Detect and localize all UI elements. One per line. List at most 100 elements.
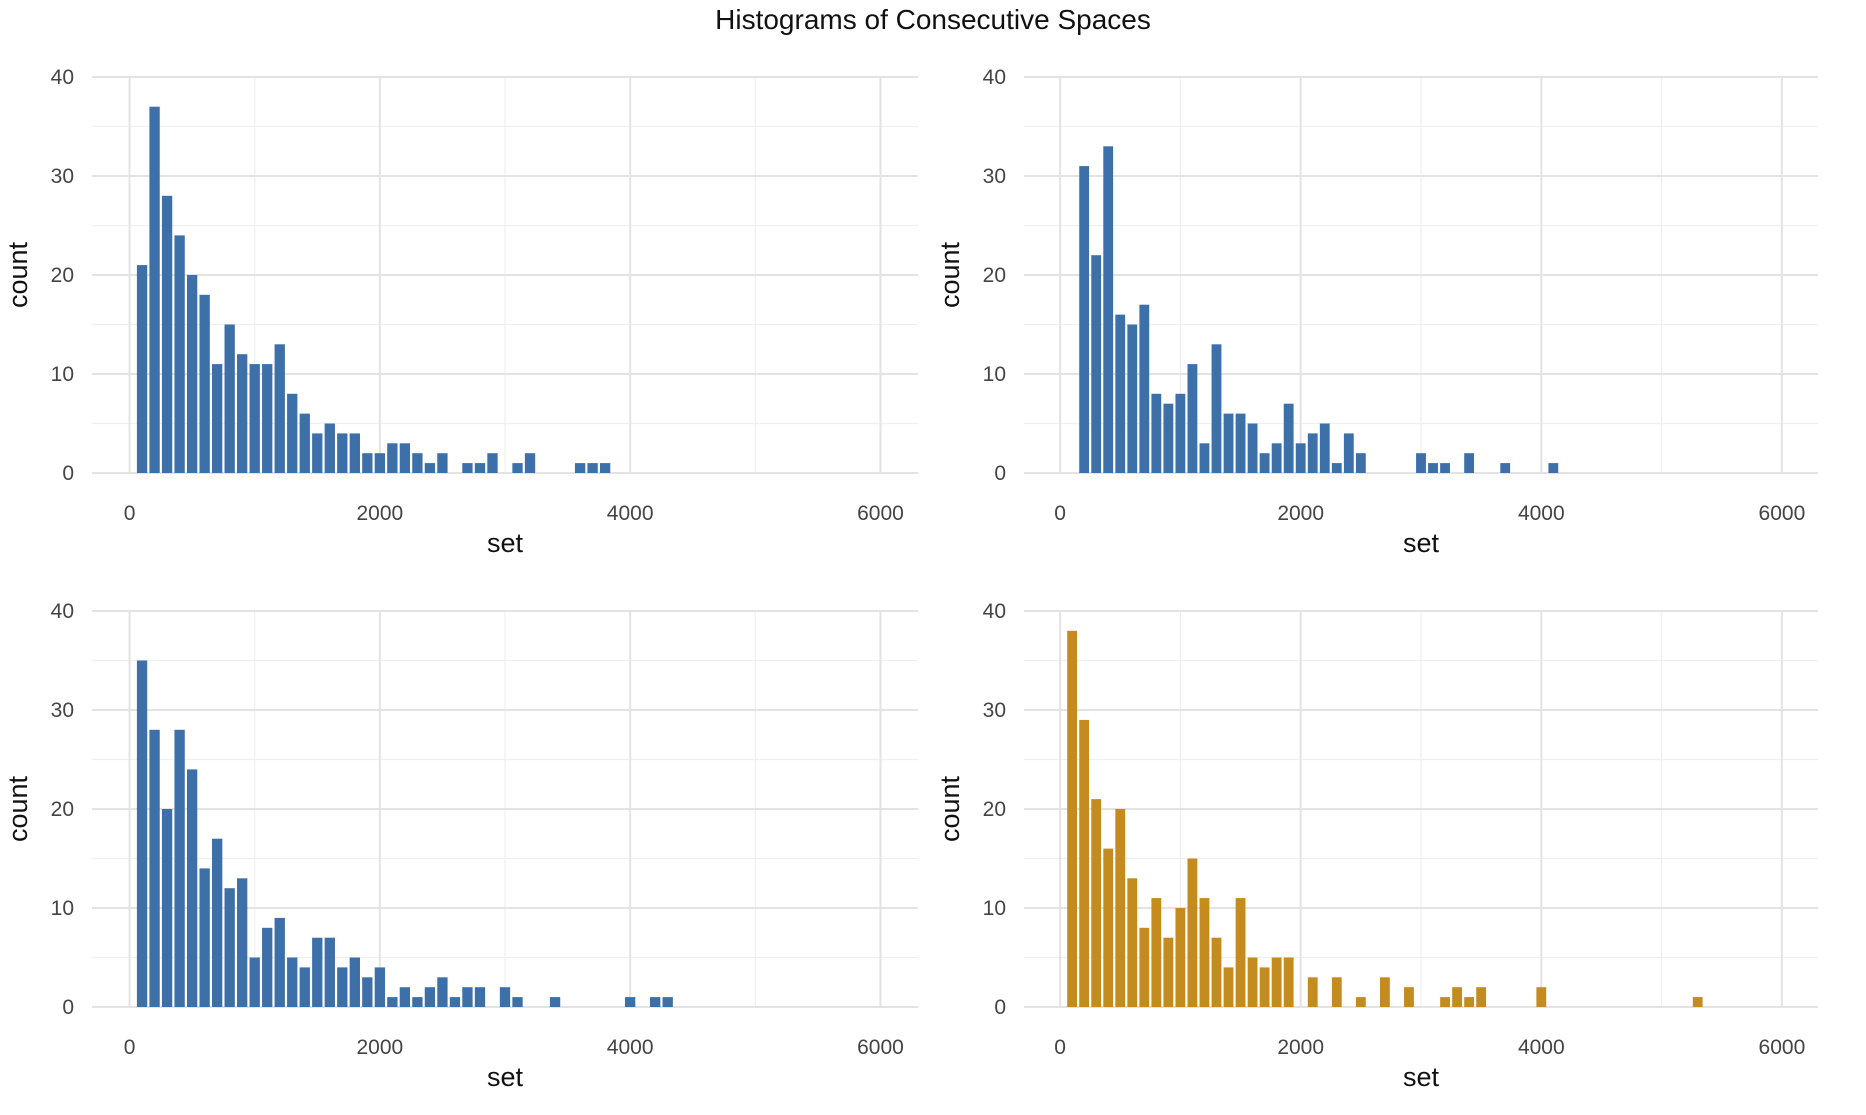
x-tick-label: 6000 <box>1759 502 1806 525</box>
histogram-bar <box>1139 304 1150 473</box>
histogram-bar <box>174 235 185 473</box>
histogram-bar <box>524 453 536 473</box>
histogram-bar <box>1223 967 1234 1007</box>
histogram-bar <box>487 453 498 473</box>
histogram-bar <box>161 809 173 1007</box>
histogram-bar <box>1331 977 1342 1007</box>
histogram-bar <box>412 453 423 473</box>
histogram-bar <box>1151 393 1162 473</box>
y-tick-label: 30 <box>983 165 1006 188</box>
histogram-bar <box>624 997 636 1007</box>
histogram-bar <box>1103 848 1114 1007</box>
histogram-bar <box>399 987 411 1007</box>
histogram-bar <box>337 967 348 1007</box>
histogram-bar <box>1247 957 1258 1007</box>
histogram-bar <box>262 927 273 1007</box>
histogram-bar <box>349 433 360 473</box>
histogram-bar <box>474 987 486 1007</box>
histogram-bar <box>1259 453 1270 473</box>
histogram-bar <box>1067 630 1078 1007</box>
histogram-bar <box>549 997 561 1007</box>
histogram-bar <box>237 354 248 473</box>
histogram-bar <box>262 364 273 473</box>
histogram-bar <box>211 838 223 1007</box>
y-tick-label: 0 <box>62 996 74 1019</box>
y-tick-label: 20 <box>983 264 1006 287</box>
histogram-bar <box>1295 443 1306 473</box>
chart-panel-bottom-right: 0 2000 4000 6000 0 10 20 30 40 set count <box>935 600 1818 1092</box>
histogram-bar <box>1163 937 1174 1007</box>
histogram-bar <box>462 463 473 473</box>
histogram-bar <box>136 660 148 1007</box>
y-tick-label: 40 <box>983 66 1006 89</box>
histogram-bar <box>1283 403 1294 473</box>
histogram-bar <box>1223 413 1234 473</box>
histogram-bar <box>362 977 373 1007</box>
y-tick-label: 10 <box>983 363 1006 386</box>
histogram-bar <box>1199 443 1210 473</box>
histogram-bar <box>249 957 260 1007</box>
histogram-bar <box>1259 967 1270 1007</box>
histogram-bar <box>449 997 461 1007</box>
x-axis-title: set <box>1403 528 1440 558</box>
x-tick-label: 0 <box>124 502 136 525</box>
histogram-bar <box>412 997 423 1007</box>
x-tick-label: 2000 <box>1277 1036 1324 1059</box>
x-tick-label: 6000 <box>1759 1036 1806 1059</box>
histogram-bar <box>1091 799 1102 1007</box>
y-tick-label: 40 <box>983 600 1006 623</box>
histogram-bar <box>349 957 360 1007</box>
histogram-bar <box>299 967 310 1007</box>
histogram-bar <box>1283 957 1294 1007</box>
histogram-bar <box>224 324 235 473</box>
histogram-bar <box>650 997 661 1007</box>
x-axis-title: set <box>487 528 524 558</box>
histogram-bar <box>1307 433 1318 473</box>
x-tick-label: 2000 <box>1277 502 1324 525</box>
histogram-bar <box>312 937 323 1007</box>
histogram-bar <box>1319 423 1330 473</box>
y-tick-label: 30 <box>51 699 74 722</box>
histogram-bar <box>1379 977 1390 1007</box>
histogram-bar <box>362 453 373 473</box>
histogram-bar <box>1307 977 1318 1007</box>
x-tick-label: 4000 <box>1518 1036 1565 1059</box>
histogram-bar <box>1151 898 1162 1007</box>
histogram-bar <box>1187 858 1198 1007</box>
y-tick-label: 0 <box>994 462 1006 485</box>
histogram-bar <box>1175 908 1186 1007</box>
x-tick-label: 6000 <box>857 502 904 525</box>
y-tick-label: 40 <box>51 66 74 89</box>
histogram-bar <box>287 393 298 473</box>
histogram-bar <box>499 987 511 1007</box>
histogram-bar <box>161 195 173 474</box>
histogram-bar <box>1211 344 1222 473</box>
histogram-bar <box>399 443 411 473</box>
histogram-bar <box>1139 927 1150 1007</box>
y-tick-label: 40 <box>51 600 74 623</box>
histogram-bar <box>299 413 310 473</box>
histogram-bar <box>1536 987 1547 1007</box>
y-tick-label: 20 <box>51 798 74 821</box>
histogram-bar <box>1476 987 1487 1007</box>
chart-panel-top-right: 0 2000 4000 6000 0 10 20 30 40 set count <box>935 66 1818 558</box>
histogram-bar <box>512 997 523 1007</box>
histogram-bar <box>149 106 160 473</box>
histogram-bar <box>1235 898 1246 1007</box>
y-tick-label: 10 <box>983 897 1006 920</box>
y-tick-label: 10 <box>51 897 74 920</box>
histogram-bar <box>337 433 348 473</box>
histogram-bar <box>149 729 160 1007</box>
x-tick-label: 4000 <box>607 1036 654 1059</box>
histogram-bar <box>1692 997 1703 1007</box>
histogram-bar <box>1355 997 1366 1007</box>
histogram-bar <box>1416 453 1426 473</box>
histogram-bar <box>1548 463 1559 473</box>
histogram-bar <box>437 977 448 1007</box>
histogram-bar <box>312 433 323 473</box>
y-tick-label: 30 <box>983 699 1006 722</box>
histogram-bar <box>174 729 185 1007</box>
histogram-bar <box>1440 997 1450 1007</box>
histogram-bar <box>224 888 235 1007</box>
